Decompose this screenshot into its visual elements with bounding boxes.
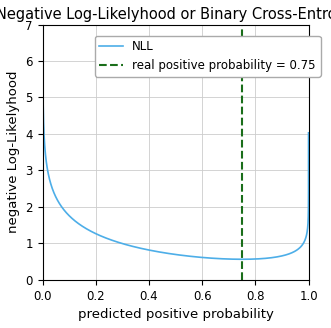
NLL [185, 254, 189, 258]
Legend: NLL, real positive probability = 0.75: NLL, real positive probability = 0.75 [95, 35, 320, 77]
NLL [105, 236, 109, 240]
NLL [307, 131, 310, 135]
Y-axis label: negative Log-Likelyhood: negative Log-Likelyhood [7, 71, 20, 234]
Title: Negative Log-Likelyhood or Binary Cross-Entropy: Negative Log-Likelyhood or Binary Cross-… [0, 7, 331, 22]
X-axis label: predicted positive probability: predicted positive probability [78, 308, 273, 321]
NLL [41, 4, 45, 8]
NLL [143, 247, 147, 251]
real positive probability = 0.75 [240, 278, 244, 282]
real positive probability = 0.75 [240, 241, 244, 245]
NLL [201, 256, 205, 259]
Line: NLL: NLL [43, 6, 308, 259]
NLL [240, 257, 244, 261]
NLL [238, 257, 242, 261]
NLL [59, 204, 63, 208]
